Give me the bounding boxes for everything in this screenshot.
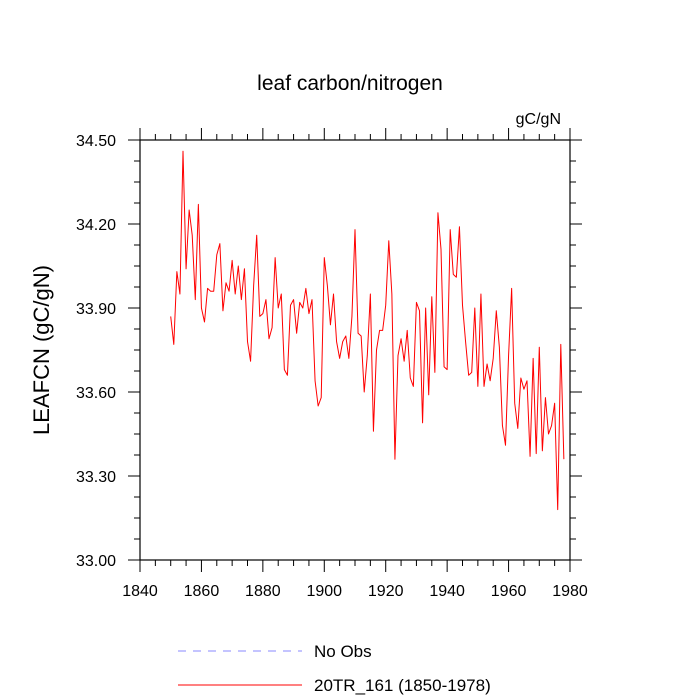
units-label: gC/gN (516, 111, 561, 128)
y-axis-label: LEAFCN (gC/gN) (29, 265, 54, 435)
x-tick-label: 1980 (552, 583, 588, 600)
legend-label: No Obs (314, 642, 372, 661)
axis-ticks (128, 128, 582, 572)
legend: No Obs 20TR_161 (1850-1978) (178, 642, 491, 695)
chart-title: leaf carbon/nitrogen (257, 72, 443, 95)
x-tick-label: 1840 (122, 583, 158, 600)
series-layer (170, 150, 565, 511)
axis-tick-labels: 1840 1860 1880 1900 1920 1940 1960 1980 33.00 33.… (76, 133, 588, 600)
y-tick-label: 34.20 (76, 217, 116, 234)
x-tick-label: 1880 (245, 583, 281, 600)
x-tick-label: 1920 (368, 583, 404, 600)
x-tick-label: 1900 (306, 583, 342, 600)
x-tick-label: 1940 (429, 583, 465, 600)
x-tick-label: 1860 (184, 583, 220, 600)
x-tick-label: 1960 (491, 583, 527, 600)
legend-label: 20TR_161 (1850-1978) (314, 676, 491, 695)
y-tick-label: 33.00 (76, 553, 116, 570)
plot-frame (139, 139, 571, 561)
series-line (170, 150, 565, 511)
y-tick-label: 33.90 (76, 301, 116, 318)
y-tick-label: 33.30 (76, 469, 116, 486)
y-tick-label: 33.60 (76, 385, 116, 402)
y-tick-label: 34.50 (76, 133, 116, 150)
